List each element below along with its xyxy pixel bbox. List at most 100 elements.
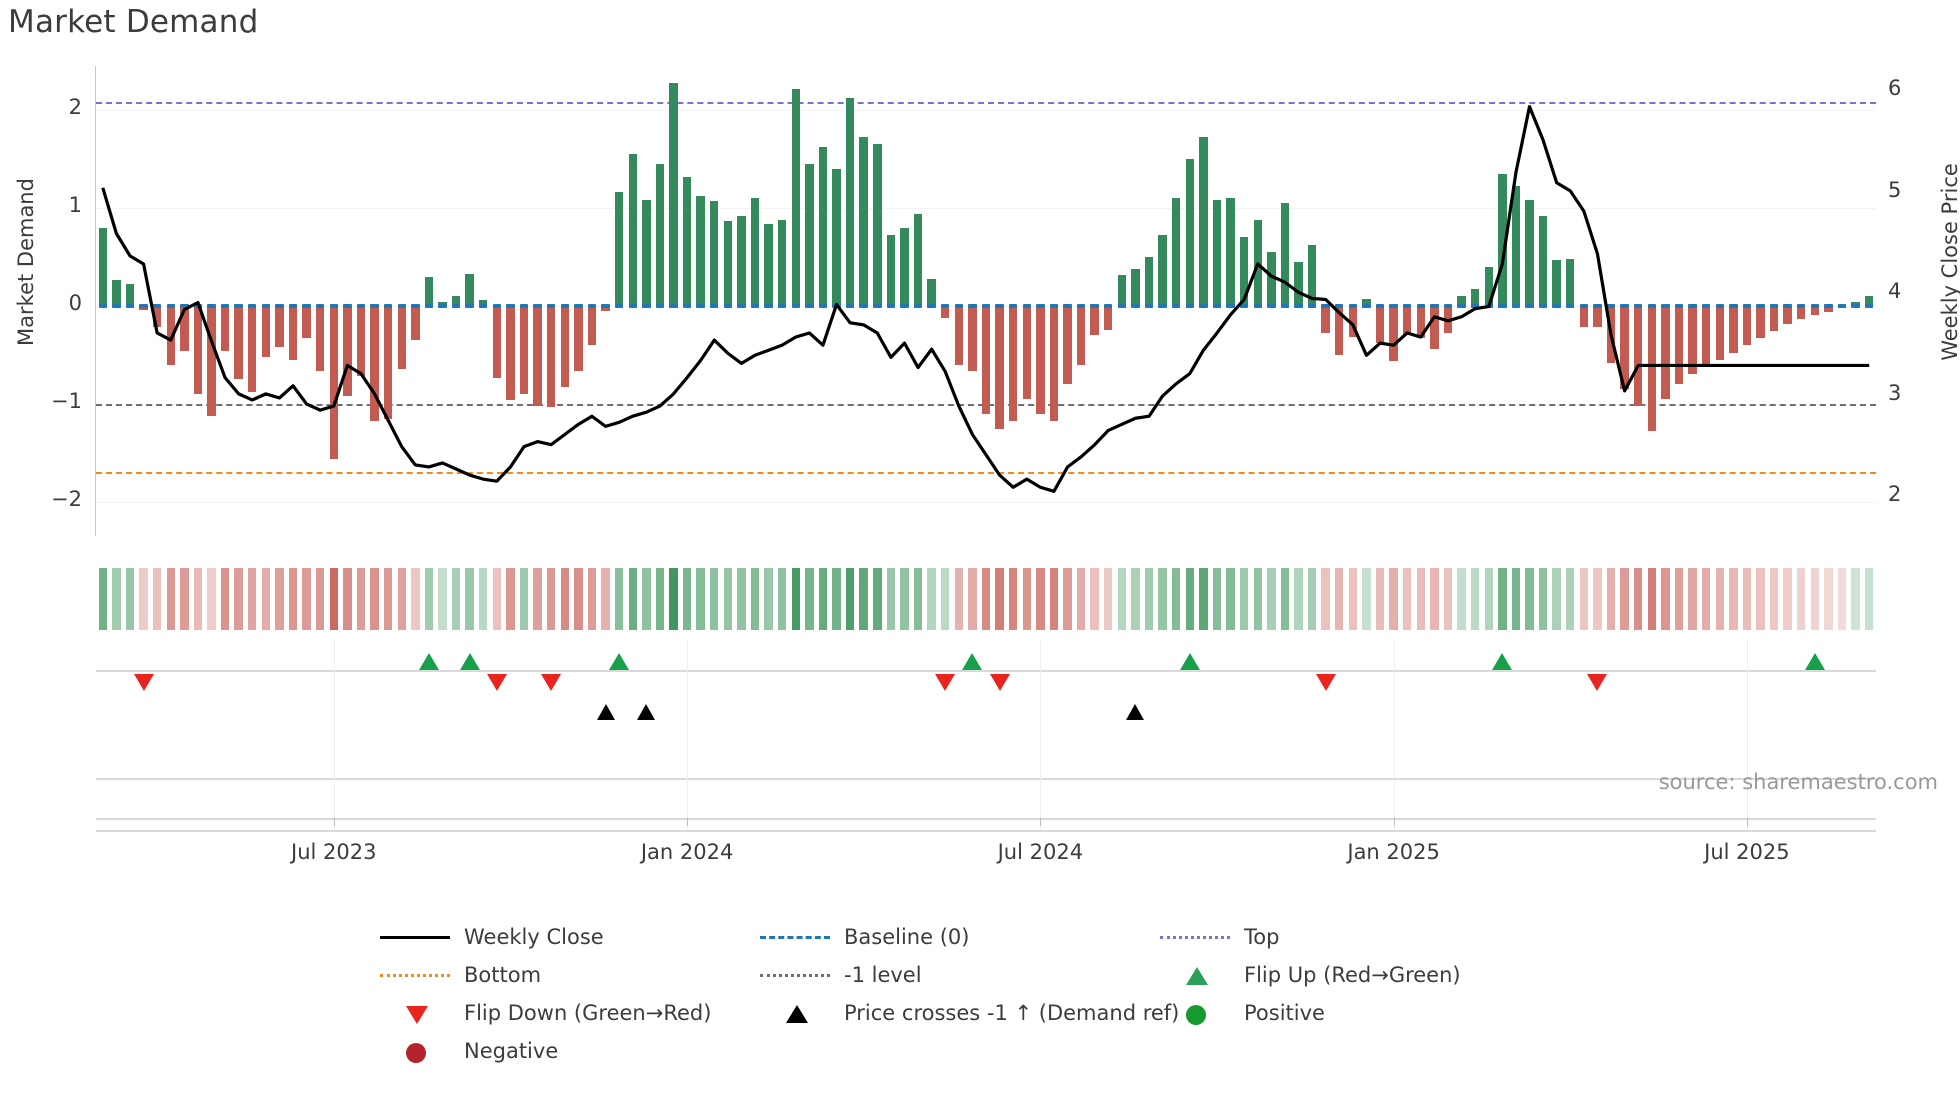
demand-bar: [1375, 305, 1385, 344]
flip-down-marker[interactable]: [1315, 674, 1336, 691]
demand-bar: [832, 168, 841, 306]
baseline-segment: [1117, 303, 1127, 308]
heat-cell: [451, 568, 461, 630]
signal-markers-area: [96, 640, 1876, 832]
dotted-line-icon: [380, 964, 450, 986]
heat-cell: [315, 568, 325, 630]
marker-grid-tick: [1393, 640, 1395, 830]
baseline-segment: [1715, 303, 1724, 308]
price-cross-marker[interactable]: [1126, 704, 1145, 720]
demand-bar: [1701, 305, 1711, 367]
baseline-segment: [560, 303, 569, 308]
heat-cell: [465, 568, 474, 630]
y-tick-label: 2: [68, 95, 82, 120]
heat-cell: [193, 568, 203, 630]
legend-item-weekly-close[interactable]: Weekly Close: [380, 925, 604, 949]
heat-cell: [1457, 568, 1466, 630]
heat-cell: [506, 568, 515, 630]
baseline-segment: [886, 303, 896, 308]
baseline-segment: [465, 303, 474, 308]
baseline-segment: [710, 303, 719, 308]
heat-cell: [818, 568, 828, 630]
flip-down-marker[interactable]: [1587, 674, 1608, 691]
x-tick-label: Jan 2024: [640, 840, 734, 864]
legend-label: Flip Down (Green→Red): [464, 1001, 712, 1025]
legend-item-bottom[interactable]: Bottom: [380, 963, 541, 987]
flip-up-marker[interactable]: [962, 653, 983, 670]
demand-bar: [1294, 261, 1303, 306]
demand-bar: [1104, 305, 1113, 331]
demand-bar: [845, 98, 855, 306]
heat-cell: [995, 568, 1004, 630]
solid-line-icon: [380, 926, 450, 948]
baseline-segment: [1783, 303, 1792, 308]
baseline-segment: [574, 303, 583, 308]
demand-bar: [519, 305, 529, 395]
baseline-segment: [1674, 303, 1684, 308]
demand-bar: [1185, 159, 1195, 306]
demand-bar: [682, 176, 692, 306]
flip-down-marker[interactable]: [486, 674, 507, 691]
flip-down-marker[interactable]: [935, 674, 956, 691]
demand-bar: [587, 305, 597, 346]
demand-bar: [1538, 215, 1548, 306]
price-cross-marker[interactable]: [637, 704, 656, 720]
flip-up-marker[interactable]: [1179, 653, 1200, 670]
heat-cell: [438, 568, 447, 630]
baseline-segment: [1239, 303, 1249, 308]
demand-bar: [1172, 198, 1181, 306]
page-title: Market Demand: [8, 4, 259, 40]
demand-bar: [1620, 305, 1629, 390]
heat-cell: [1538, 568, 1548, 630]
flip-down-marker[interactable]: [133, 674, 154, 691]
baseline-segment: [1321, 303, 1330, 308]
x-tick-mark: [1040, 818, 1042, 826]
demand-bar: [397, 305, 406, 369]
heat-cell: [1389, 568, 1398, 630]
x-tick-mark: [1746, 818, 1748, 826]
chart-plot-area[interactable]: [96, 66, 1876, 536]
demand-bar: [1280, 203, 1290, 306]
flip-up-marker[interactable]: [1492, 653, 1513, 670]
flip-up-marker[interactable]: [459, 653, 480, 670]
heat-cell: [886, 568, 896, 630]
legend-item-positive[interactable]: Positive: [1160, 1001, 1325, 1025]
heat-cell: [492, 568, 502, 630]
demand-bar: [383, 305, 393, 420]
price-cross-marker[interactable]: [596, 704, 615, 720]
flip-up-marker[interactable]: [418, 653, 439, 670]
heat-cell: [519, 568, 529, 630]
demand-bar: [927, 279, 936, 306]
baseline-segment: [1620, 303, 1629, 308]
legend-item-price-cross[interactable]: Price crosses -1 ↑ (Demand ref): [760, 1001, 1179, 1025]
demand-bar: [506, 305, 515, 400]
baseline-segment: [614, 303, 624, 308]
legend-item-flip-up[interactable]: Flip Up (Red→Green): [1160, 963, 1461, 987]
heat-cell: [1335, 568, 1344, 630]
demand-bar: [1511, 186, 1521, 306]
demand-bar: [1416, 305, 1426, 339]
demand-bar: [818, 147, 828, 306]
flip-up-marker[interactable]: [1804, 653, 1825, 670]
heat-cell: [1606, 568, 1616, 630]
demand-bar: [1335, 305, 1344, 355]
heat-cell: [560, 568, 569, 630]
flip-down-marker[interactable]: [541, 674, 562, 691]
flip-up-marker[interactable]: [609, 653, 630, 670]
flip-down-marker[interactable]: [989, 674, 1010, 691]
baseline-segment: [1851, 303, 1860, 308]
heat-cell: [1117, 568, 1127, 630]
baseline-segment: [533, 303, 542, 308]
baseline-segment: [343, 303, 352, 308]
x-tick-mark: [1393, 818, 1395, 826]
legend-item-flip-down[interactable]: Flip Down (Green→Red): [380, 1001, 711, 1025]
legend-item-baseline[interactable]: Baseline (0): [760, 925, 969, 949]
legend-item-negative[interactable]: Negative: [380, 1039, 558, 1063]
legend-item-top[interactable]: Top: [1160, 925, 1279, 949]
baseline-segment: [1769, 303, 1779, 308]
demand-bar: [193, 305, 203, 395]
demand-bar: [220, 305, 230, 351]
heat-cell: [546, 568, 556, 630]
legend-item-minus-one-level[interactable]: -1 level: [760, 963, 922, 987]
demand-bar: [669, 82, 678, 306]
